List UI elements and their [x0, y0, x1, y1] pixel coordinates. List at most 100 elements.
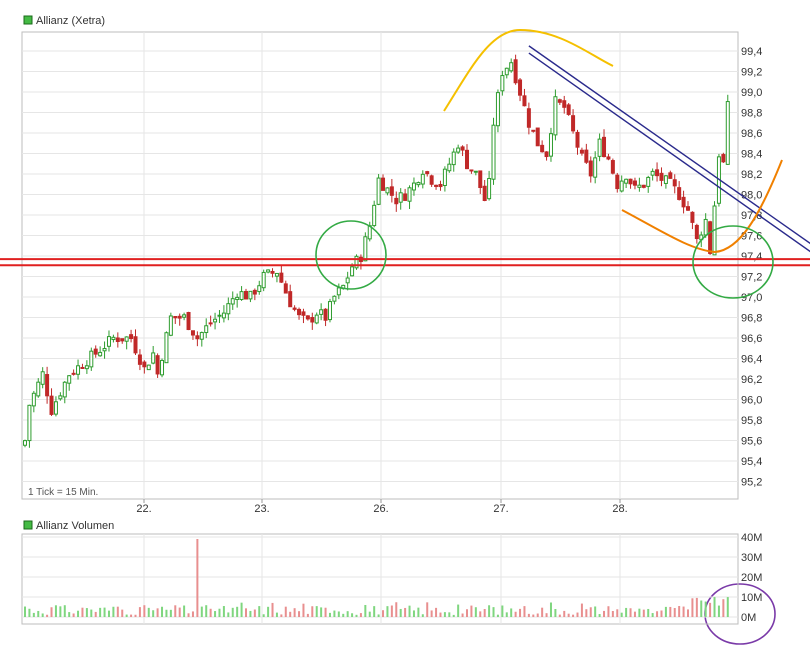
candle-body	[677, 187, 682, 200]
reversal-circle	[692, 225, 774, 299]
candle-body	[721, 154, 726, 163]
volume-tick-label: 40M	[741, 532, 762, 544]
candle-body	[584, 149, 589, 163]
volume-bar	[709, 602, 712, 617]
volume-bar	[660, 610, 663, 617]
candle-body	[195, 335, 200, 340]
price-y-axis: 99,499,299,098,898,698,498,298,097,897,6…	[741, 46, 762, 489]
price-tick-label: 99,2	[741, 67, 762, 79]
candle-body	[690, 211, 695, 223]
volume-bar	[359, 613, 362, 617]
volume-legend-swatch	[23, 520, 33, 530]
volume-bar	[598, 614, 601, 617]
volume-bar	[386, 606, 389, 617]
volume-bar	[443, 612, 446, 617]
volume-chart-title: Allianz Volumen	[36, 520, 114, 532]
volume-bar	[328, 612, 331, 617]
volume-bar	[510, 608, 513, 617]
candle-body	[142, 361, 147, 368]
volume-bar	[324, 607, 327, 617]
volume-bar	[580, 603, 583, 617]
price-tick-label: 96,4	[741, 354, 762, 366]
volume-tick-label: 30M	[741, 552, 762, 564]
volume-bar	[315, 606, 318, 617]
breakout-circle	[315, 220, 387, 290]
yellow-top-arc	[443, 28, 614, 112]
volume-bar	[231, 607, 234, 617]
candle-body	[456, 147, 461, 153]
volume-bar	[289, 611, 292, 617]
volume-bar	[572, 614, 575, 617]
candle-body	[182, 314, 187, 318]
candle-body	[389, 186, 394, 196]
volume-bar	[240, 602, 243, 617]
candle-body	[425, 171, 430, 175]
volume-bar	[302, 603, 305, 617]
candle-body	[526, 108, 531, 128]
price-x-tick-label: 23.	[254, 503, 269, 515]
volume-bar	[682, 606, 685, 617]
candle-body	[199, 332, 204, 340]
volume-bar	[479, 611, 482, 617]
volume-bar	[496, 614, 499, 617]
candle-body	[624, 178, 629, 184]
price-panel: 99,499,299,098,898,698,498,298,097,897,6…	[0, 15, 810, 645]
volume-bar	[253, 609, 256, 617]
volume-bar	[205, 605, 208, 617]
volume-bar	[461, 613, 464, 617]
volume-bar	[673, 608, 676, 617]
candle-body	[93, 348, 98, 355]
candle-body	[610, 160, 615, 174]
volume-bar	[355, 614, 358, 617]
candle-body	[597, 138, 602, 157]
candle-body	[646, 176, 651, 187]
candle-body	[522, 95, 527, 107]
candle-body	[137, 354, 142, 365]
candle-body	[672, 179, 677, 187]
candle-body	[394, 197, 399, 205]
candle-body	[663, 175, 668, 184]
volume-bar	[642, 609, 645, 617]
candle-body	[319, 309, 324, 315]
volume-bar	[245, 608, 247, 617]
volume-bar	[576, 612, 579, 617]
candle-body	[71, 372, 76, 375]
price-tick-label: 98,8	[741, 108, 762, 120]
candle-body	[473, 170, 478, 173]
volume-bar	[505, 612, 508, 617]
volume-bar	[722, 599, 725, 617]
volume-bar	[81, 607, 84, 617]
candle-body	[208, 322, 213, 325]
candle-body	[403, 193, 408, 201]
volume-bar	[169, 609, 172, 617]
candle-body	[628, 178, 633, 185]
volume-bar	[474, 607, 477, 617]
volume-bar	[501, 605, 504, 617]
candle-body	[535, 127, 540, 147]
volume-bar	[156, 608, 159, 617]
volume-bar	[103, 607, 106, 617]
candle-body	[164, 332, 169, 364]
candle-body	[190, 330, 195, 336]
volume-bar	[90, 609, 93, 617]
candle-body	[350, 266, 355, 277]
volume-bar	[594, 606, 597, 617]
candle-body	[67, 375, 72, 384]
volume-bar	[183, 605, 186, 617]
candle-body	[420, 173, 425, 185]
downtrend-line	[528, 45, 810, 245]
candle-body	[694, 224, 699, 240]
volume-bar	[700, 600, 703, 617]
volume-panel: 40M 30M 20M 10M 0M Allianz Volumen	[21, 520, 762, 625]
candle-body	[566, 104, 571, 115]
candle-body	[478, 170, 483, 189]
candle-body	[98, 351, 103, 357]
volume-bars	[24, 539, 729, 617]
volume-bar	[647, 608, 650, 617]
candle-body	[451, 151, 456, 166]
volume-bar	[439, 612, 442, 617]
volume-bar	[488, 605, 491, 617]
volume-bar	[147, 607, 150, 617]
volume-bar	[267, 606, 270, 617]
volume-bar	[311, 606, 314, 617]
